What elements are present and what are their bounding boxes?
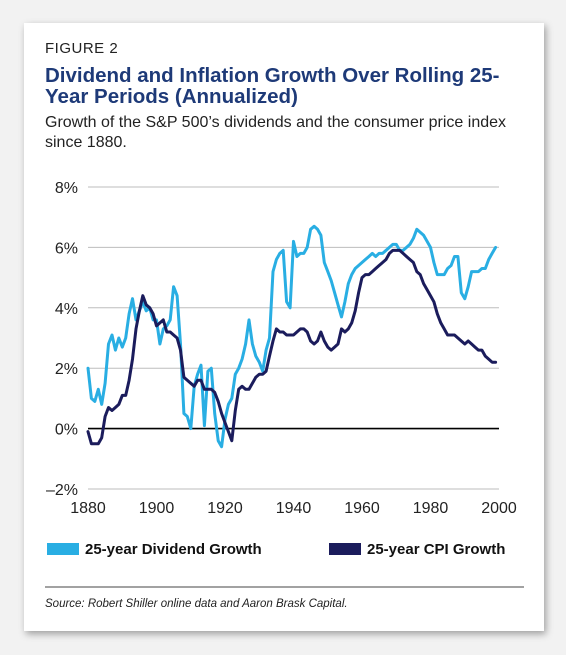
y-tick-label: 2%	[55, 361, 78, 378]
legend-swatch-cpi	[329, 543, 361, 555]
chart-subtitle: Growth of the S&P 500’s dividends and th…	[45, 114, 507, 151]
y-tick-label: 4%	[55, 301, 78, 318]
x-tick-label: 1880	[70, 500, 106, 517]
chart-title: Dividend and Inflation Growth Over Rolli…	[45, 64, 500, 108]
y-tick-label: 0%	[55, 422, 78, 439]
legend-label-cpi: 25-year CPI Growth	[367, 541, 505, 558]
cpi-growth-line	[86, 248, 498, 446]
x-tick-label: 1920	[207, 500, 243, 517]
legend-label-dividend: 25-year Dividend Growth	[85, 541, 262, 558]
x-tick-label: 1960	[344, 500, 380, 517]
source-note: Source: Robert Shiller online data and A…	[45, 598, 348, 610]
y-tick-label: 8%	[55, 180, 78, 197]
x-tick-label: 1980	[413, 500, 449, 517]
y-tick-label: 6%	[55, 240, 78, 257]
y-tick-label: –2%	[46, 482, 78, 499]
figure-label: FIGURE 2	[45, 40, 119, 57]
x-tick-label: 1940	[276, 500, 312, 517]
figure-card: FIGURE 2 Dividend and Inflation Growth O…	[24, 23, 544, 631]
line-chart: –2% 0% 2% 4% 6% 8% 1880 1900 1920 1940 1960 1980 200…	[45, 180, 524, 588]
x-tick-label: 2000	[481, 500, 517, 517]
x-tick-label: 1900	[139, 500, 175, 517]
legend-swatch-dividend	[47, 543, 79, 555]
